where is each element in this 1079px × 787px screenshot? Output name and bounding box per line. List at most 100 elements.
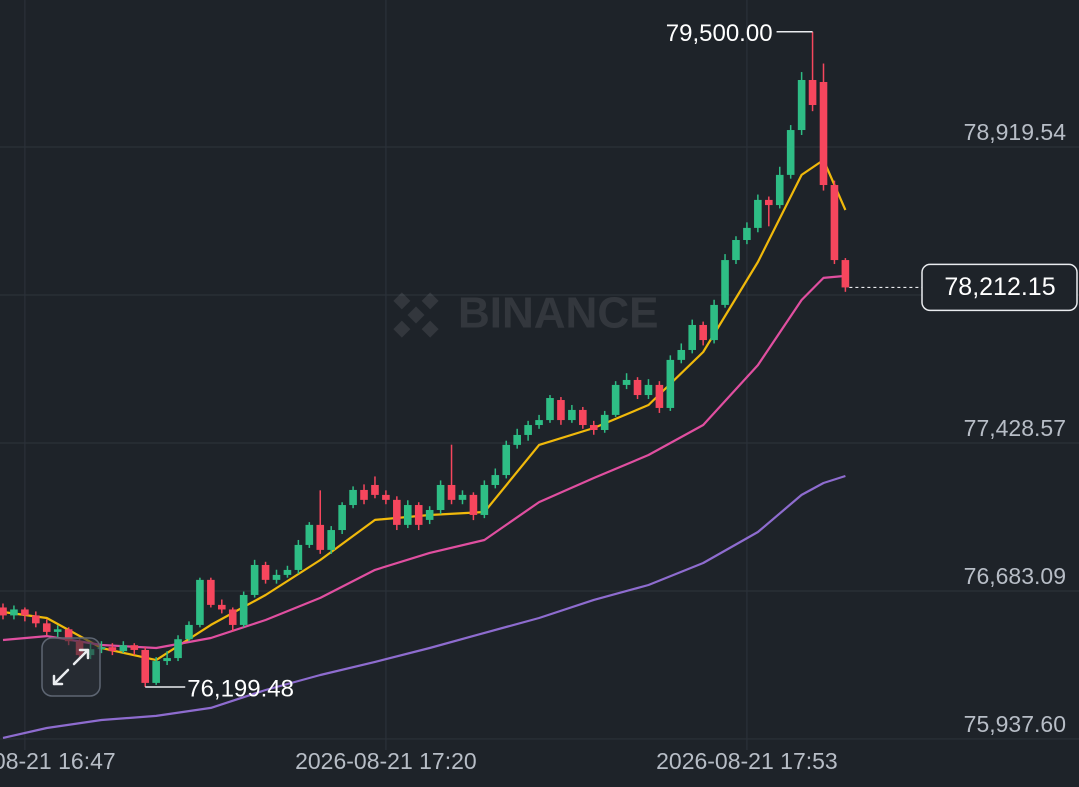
candle-body bbox=[732, 240, 740, 261]
low-marker-label: 76,199.48 bbox=[187, 675, 294, 702]
candle-body bbox=[524, 425, 532, 435]
candle-body bbox=[425, 509, 434, 520]
ma-line bbox=[2, 474, 846, 739]
candle-body bbox=[666, 359, 675, 408]
candle-body bbox=[600, 414, 609, 430]
candles bbox=[0, 31, 850, 687]
candle-body bbox=[196, 579, 204, 625]
candle-body bbox=[10, 609, 18, 616]
candle-body bbox=[458, 494, 467, 500]
high-marker-label: 79,500.00 bbox=[666, 20, 773, 47]
candle-body bbox=[119, 645, 128, 652]
candle-body bbox=[721, 260, 729, 305]
candle-body bbox=[513, 434, 521, 445]
x-tick-label: 2026-08-21 17:20 bbox=[295, 748, 477, 774]
candle-body bbox=[283, 569, 292, 575]
candle-body bbox=[42, 623, 51, 632]
candle-body bbox=[830, 185, 839, 261]
candle-body bbox=[0, 607, 7, 616]
grid bbox=[0, 0, 1079, 750]
candle-body bbox=[579, 409, 587, 426]
candle-body bbox=[316, 524, 325, 550]
candle-body bbox=[163, 658, 171, 662]
candle-body bbox=[250, 564, 259, 595]
candle-body bbox=[688, 324, 697, 350]
x-tick-label: 2026-08-21 16:47 bbox=[0, 748, 116, 774]
candle-body bbox=[754, 199, 762, 228]
candle-body bbox=[371, 484, 379, 495]
x-tick-label: 2026-08-21 17:53 bbox=[656, 748, 838, 774]
candle-body bbox=[568, 409, 576, 421]
candle-body bbox=[841, 260, 850, 288]
candle-body bbox=[382, 494, 390, 500]
candle-body bbox=[611, 384, 620, 415]
candle-body bbox=[414, 505, 423, 525]
candle-body bbox=[261, 564, 270, 580]
candle-body bbox=[535, 420, 543, 426]
watermark-text: BINANCE bbox=[458, 289, 658, 338]
candle-body bbox=[699, 324, 707, 341]
y-tick-label: 76,683.09 bbox=[964, 563, 1066, 589]
candle-body bbox=[305, 524, 314, 545]
ma-line bbox=[2, 274, 846, 650]
candle-body bbox=[589, 425, 598, 430]
current-price-label: 78,212.15 bbox=[944, 273, 1055, 301]
candle-body bbox=[655, 384, 664, 408]
candle-body bbox=[557, 400, 565, 421]
candle-body bbox=[622, 379, 631, 385]
candle-body bbox=[436, 484, 445, 510]
current-price-box bbox=[921, 263, 1078, 312]
candle-body bbox=[294, 544, 303, 570]
candle-body bbox=[644, 384, 653, 396]
y-tick-label: 75,937.60 bbox=[964, 711, 1066, 737]
candle-body bbox=[152, 661, 160, 683]
candle-body bbox=[207, 579, 215, 605]
candle-body bbox=[480, 484, 489, 515]
candle-body bbox=[327, 530, 335, 550]
expand-icon[interactable] bbox=[52, 648, 90, 686]
candle-body bbox=[97, 647, 106, 650]
candle-body bbox=[546, 398, 554, 421]
candle-body bbox=[797, 80, 806, 131]
candle-body bbox=[174, 639, 182, 659]
candle-body bbox=[765, 199, 773, 206]
y-tick-label: 78,919.54 bbox=[964, 119, 1067, 145]
candle-body bbox=[64, 629, 73, 642]
candle-body bbox=[228, 609, 237, 625]
candle-body bbox=[338, 505, 346, 531]
candle-body bbox=[491, 475, 500, 485]
candle-body bbox=[32, 615, 40, 624]
candle-body bbox=[185, 624, 193, 640]
expand-button-box[interactable] bbox=[41, 637, 101, 697]
candle-body bbox=[775, 174, 784, 206]
candle-body bbox=[633, 379, 642, 396]
candle-body bbox=[108, 647, 117, 652]
y-tick-label: 77,428.57 bbox=[964, 415, 1066, 441]
candle-body bbox=[403, 505, 412, 525]
candle-body bbox=[786, 130, 795, 175]
candle-body bbox=[21, 609, 29, 616]
candle-body bbox=[502, 444, 511, 476]
candle-body bbox=[272, 574, 281, 580]
candle-body bbox=[130, 645, 139, 650]
candle-body bbox=[710, 304, 718, 341]
candle-body bbox=[239, 594, 248, 625]
candle-body bbox=[360, 489, 368, 500]
candle-body bbox=[469, 494, 478, 515]
candle-body bbox=[677, 349, 686, 360]
candle-body bbox=[349, 489, 357, 506]
candle-body bbox=[393, 499, 401, 525]
expand-button[interactable] bbox=[41, 637, 101, 697]
candle-body bbox=[743, 227, 751, 241]
candle-body bbox=[53, 629, 62, 632]
candle-body bbox=[447, 484, 456, 500]
candle-body bbox=[141, 649, 150, 683]
candle-body bbox=[808, 80, 817, 106]
watermark: BINANCE bbox=[393, 289, 658, 338]
candle-body bbox=[218, 604, 226, 610]
candle-body bbox=[819, 81, 828, 186]
labels: 78,919.5478,174.0677,428.5776,683.0975,9… bbox=[0, 20, 1078, 774]
